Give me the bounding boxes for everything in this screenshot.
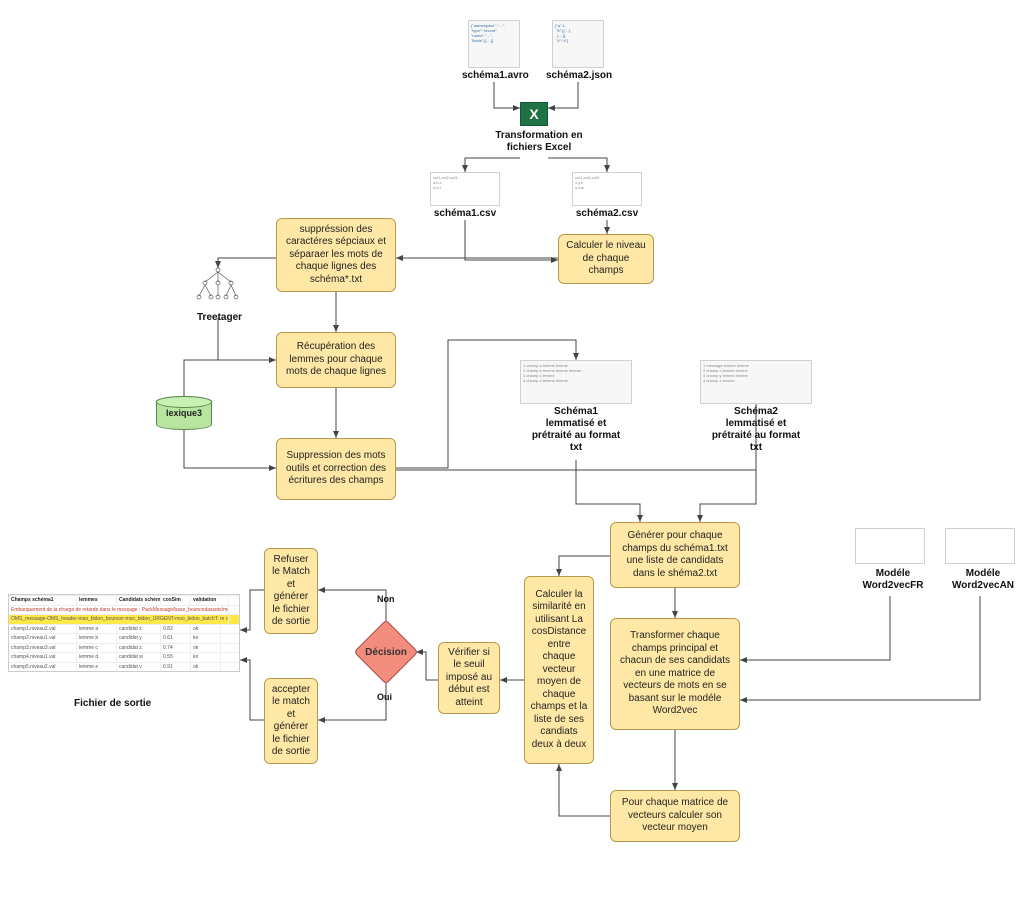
schema1-avro-label: schéma1.avro <box>462 70 528 82</box>
fichier-sortie-label: Fichier de sortie <box>74 698 151 710</box>
treetager-icon <box>193 266 243 306</box>
schema1-lemma-thumb: 1 champ a lemme lemme2 champ b lemme lem… <box>520 360 632 404</box>
schema2-csv-label: schéma2.csv <box>570 208 644 220</box>
word2vecan-thumb <box>945 528 1015 564</box>
accepter-match-node: accepter le match et générer le fichier … <box>264 678 318 764</box>
schema2-lemma-label: Schéma2 lemmatisé et prétraité au format… <box>710 406 802 454</box>
similarite-cos-node: Calculer la similarité en utilisant La c… <box>524 576 594 764</box>
word2vecfr-label: Modéle Word2vecFR <box>858 568 928 592</box>
decision-diamond: Décision <box>356 622 416 682</box>
schema2-lemma-thumb: 1 message lemme lemme2 champ x lemme lem… <box>700 360 812 404</box>
refuser-match-node: Refuser le Match et générer le fichier d… <box>264 548 318 634</box>
word2vecan-label: Modéle Word2vecAN <box>948 568 1018 592</box>
schema2-json-thumb: {"a":1, "b":[{…}, {…}], "c":"x"} <box>552 20 604 68</box>
schema1-avro-thumb: {"namespace":"…","type":"record","name":… <box>468 20 520 68</box>
schema2-csv-thumb: col1,col2,col3x,y,zu,v,w <box>572 172 642 206</box>
transformer-matrice-node: Transformer chaque champs principal et c… <box>610 618 740 730</box>
excel-icon: X <box>520 102 548 126</box>
output-table-thumb: Champs schéma1lemmesCandidats schéma2cos… <box>8 594 240 672</box>
treetager-label: Treetager <box>197 312 242 324</box>
suppr-carac-node: suppréssion des caractéres sépciaux et s… <box>276 218 396 292</box>
vecteur-moyen-node: Pour chaque matrice de vecteurs calculer… <box>610 790 740 842</box>
non-label: Non <box>377 594 395 605</box>
excel-label: Transformation en fichiers Excel <box>494 130 584 154</box>
schema1-lemma-label: Schéma1 lemmatisé et prétraité au format… <box>530 406 622 454</box>
lexique3-cylinder: lexique3 <box>156 396 212 430</box>
recup-lemmes-node: Récupération des lemmes pour chaque mots… <box>276 332 396 388</box>
generer-candidats-node: Générer pour chaque champs du schéma1.tx… <box>610 522 740 588</box>
verifier-seuil-node: Vérifier si le seuil imposé au début est… <box>438 642 500 714</box>
schema2-json-label: schéma2.json <box>546 70 612 82</box>
oui-label: Oui <box>377 692 392 703</box>
suppr-mots-outils-node: Suppression des mots outils et correctio… <box>276 438 396 500</box>
word2vecfr-thumb <box>855 528 925 564</box>
schema1-csv-thumb: col1,col2,col3a,b,cd,e,f <box>430 172 500 206</box>
schema1-csv-label: schéma1.csv <box>428 208 502 220</box>
calc-niveau-node: Calculer le niveau de chaque champs <box>558 234 654 284</box>
